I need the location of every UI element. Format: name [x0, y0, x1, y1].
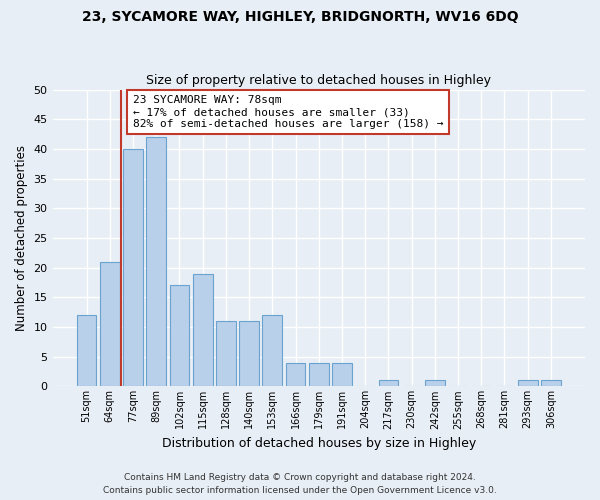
- Bar: [146, 137, 166, 386]
- Bar: [123, 149, 143, 386]
- X-axis label: Distribution of detached houses by size in Highley: Distribution of detached houses by size …: [161, 437, 476, 450]
- Bar: [332, 362, 352, 386]
- Text: 23 SYCAMORE WAY: 78sqm
← 17% of detached houses are smaller (33)
82% of semi-det: 23 SYCAMORE WAY: 78sqm ← 17% of detached…: [133, 96, 443, 128]
- Bar: [216, 321, 236, 386]
- Bar: [239, 321, 259, 386]
- Y-axis label: Number of detached properties: Number of detached properties: [15, 145, 28, 331]
- Bar: [541, 380, 561, 386]
- Bar: [170, 286, 190, 386]
- Bar: [518, 380, 538, 386]
- Bar: [77, 315, 97, 386]
- Bar: [425, 380, 445, 386]
- Bar: [193, 274, 212, 386]
- Bar: [262, 315, 282, 386]
- Bar: [379, 380, 398, 386]
- Text: 23, SYCAMORE WAY, HIGHLEY, BRIDGNORTH, WV16 6DQ: 23, SYCAMORE WAY, HIGHLEY, BRIDGNORTH, W…: [82, 10, 518, 24]
- Bar: [100, 262, 119, 386]
- Bar: [309, 362, 329, 386]
- Bar: [286, 362, 305, 386]
- Title: Size of property relative to detached houses in Highley: Size of property relative to detached ho…: [146, 74, 491, 87]
- Text: Contains HM Land Registry data © Crown copyright and database right 2024.
Contai: Contains HM Land Registry data © Crown c…: [103, 474, 497, 495]
